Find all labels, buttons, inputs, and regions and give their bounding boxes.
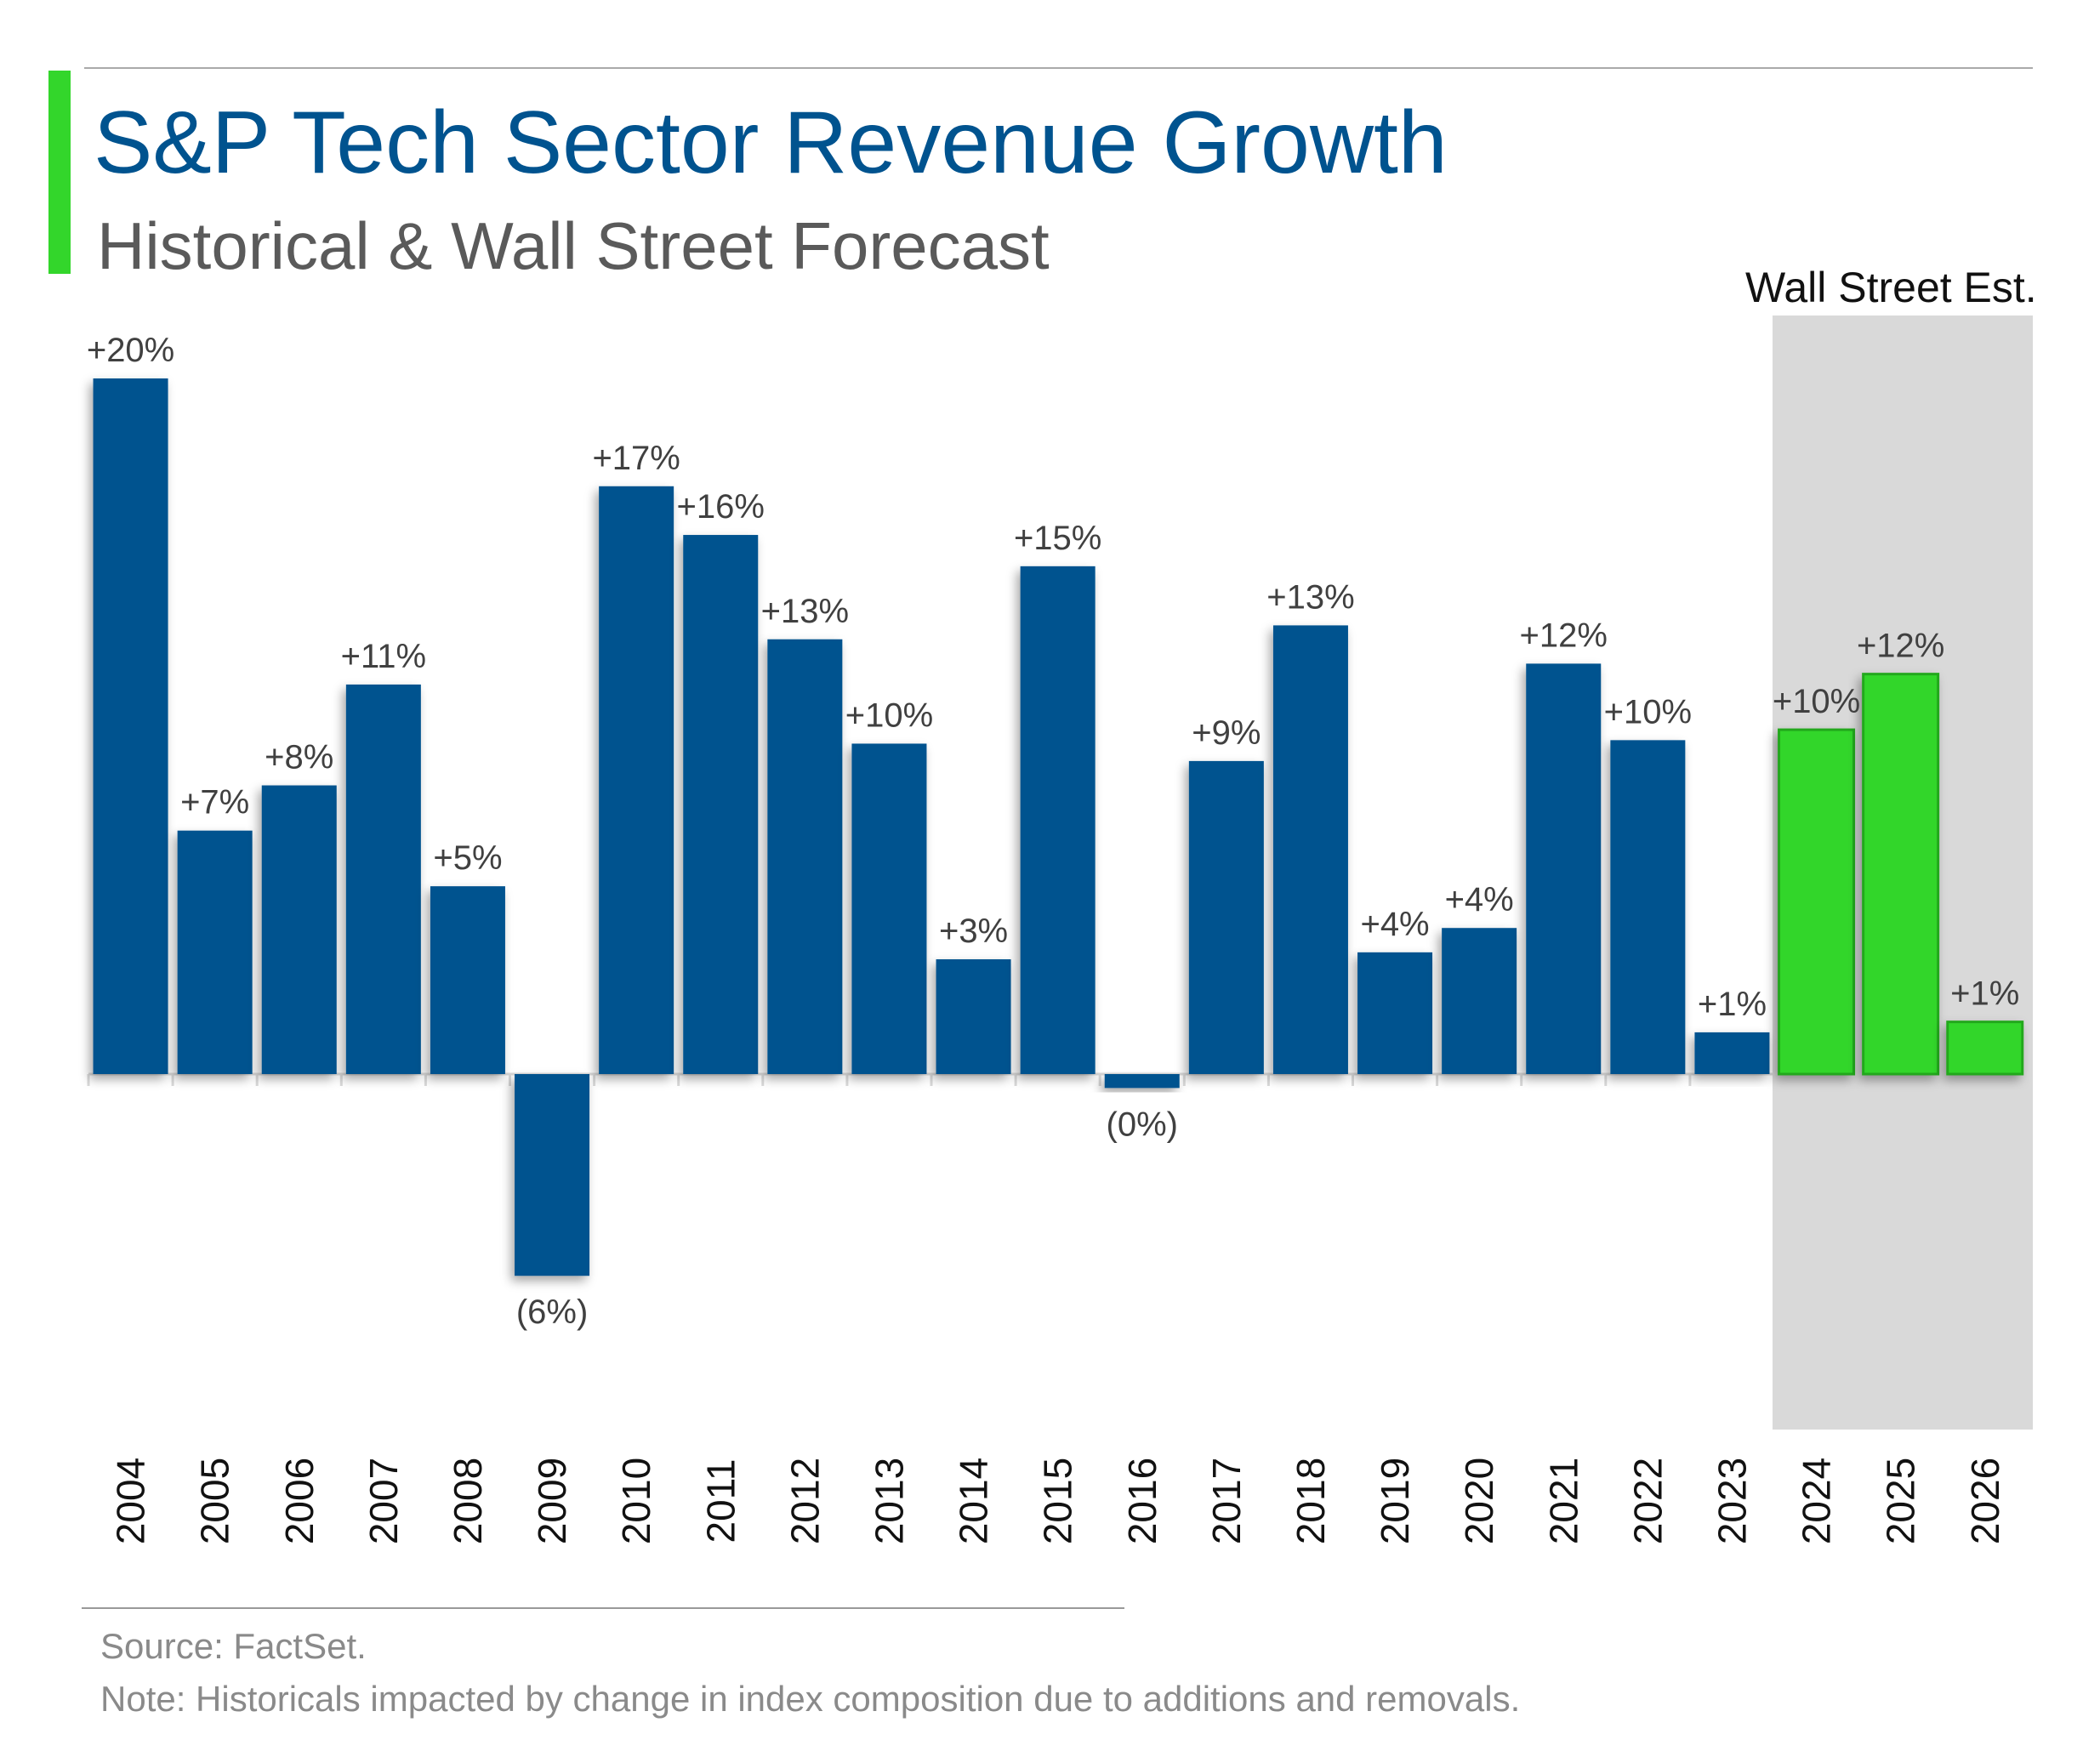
x-tick-label-2026: 2026 (1963, 1458, 2007, 1544)
bar-2017 (1188, 760, 1264, 1074)
bar-2004 (93, 378, 168, 1074)
data-label-2019: +4% (1360, 906, 1429, 943)
bar-2006 (261, 785, 337, 1074)
bar-2008 (430, 886, 505, 1074)
bar-2025 (1862, 673, 1940, 1076)
data-label-2015: +15% (1014, 520, 1101, 557)
bar-2007 (345, 684, 421, 1074)
data-label-2025: +12% (1857, 628, 1944, 665)
estimate-region-label: Wall Street Est. (1745, 264, 2037, 311)
x-tick-label-2023: 2023 (1710, 1458, 1754, 1544)
bar-2023 (1694, 1032, 1770, 1074)
chart-title: S&P Tech Sector Revenue Growth (94, 94, 1448, 192)
bar-2009 (515, 1074, 590, 1276)
bar-2018 (1272, 625, 1348, 1074)
x-tick-label-2009: 2009 (530, 1458, 574, 1544)
x-tick-label-2024: 2024 (1795, 1458, 1839, 1544)
x-tick-label-2015: 2015 (1036, 1458, 1080, 1544)
data-label-2022: +10% (1604, 693, 1692, 731)
bar-2015 (1020, 566, 1096, 1074)
bar-2005 (177, 830, 253, 1074)
bar-2020 (1442, 928, 1517, 1074)
data-label-2024: +10% (1773, 683, 1860, 720)
bar-2021 (1526, 663, 1602, 1074)
bar-2014 (936, 959, 1011, 1074)
footer-note: Note: Historicals impacted by change in … (100, 1679, 1520, 1719)
x-tick-label-2016: 2016 (1120, 1458, 1164, 1544)
x-tick-label-2025: 2025 (1879, 1458, 1923, 1544)
data-label-2021: +12% (1520, 617, 1608, 654)
accent-bar (48, 71, 71, 274)
data-label-2012: +13% (761, 593, 849, 630)
x-tick-label-2006: 2006 (277, 1458, 322, 1544)
x-tick-label-2018: 2018 (1289, 1458, 1333, 1544)
data-label-2006: +8% (265, 739, 333, 776)
x-tick-label-2021: 2021 (1541, 1458, 1585, 1544)
x-tick-label-2011: 2011 (698, 1459, 743, 1543)
bar-2019 (1357, 952, 1433, 1074)
bar-2012 (767, 639, 843, 1074)
data-label-2016: (0%) (1107, 1106, 1178, 1143)
data-label-2014: +3% (939, 912, 1008, 950)
x-tick-label-2017: 2017 (1204, 1458, 1249, 1544)
data-label-2007: +11% (341, 638, 426, 675)
data-label-2010: +17% (592, 440, 680, 477)
bar-2022 (1610, 740, 1686, 1074)
x-tick-label-2014: 2014 (952, 1458, 996, 1544)
bar-2016 (1104, 1074, 1180, 1089)
x-tick-label-2020: 2020 (1457, 1458, 1501, 1544)
data-label-2011: +16% (677, 488, 765, 526)
x-tick-label-2013: 2013 (867, 1458, 911, 1544)
data-label-2009: (6%) (516, 1293, 588, 1331)
x-tick-label-2010: 2010 (614, 1458, 658, 1544)
bar-2010 (599, 486, 674, 1074)
data-label-2020: +4% (1445, 881, 1514, 918)
x-tick-label-2022: 2022 (1625, 1458, 1670, 1544)
bar-2013 (851, 743, 927, 1074)
x-tick-label-2019: 2019 (1373, 1458, 1417, 1544)
footer-source: Source: FactSet. (100, 1626, 367, 1666)
x-tick-label-2008: 2008 (446, 1458, 490, 1544)
data-label-2004: +20% (87, 332, 174, 369)
x-tick-label-2004: 2004 (109, 1458, 153, 1544)
data-label-2013: +10% (845, 696, 933, 734)
data-label-2008: +5% (433, 839, 502, 877)
x-tick-label-2012: 2012 (783, 1458, 827, 1544)
data-label-2017: +9% (1192, 714, 1261, 752)
x-tick-label-2007: 2007 (361, 1458, 406, 1544)
bar-2026 (1946, 1020, 2024, 1076)
chart-subtitle: Historical & Wall Street Forecast (97, 208, 1050, 283)
data-label-2018: +13% (1266, 578, 1354, 616)
data-label-2023: +1% (1698, 986, 1767, 1023)
data-label-2005: +7% (180, 784, 249, 821)
bar-2024 (1778, 728, 1856, 1076)
data-label-2026: +1% (1950, 975, 2019, 1013)
x-tick-label-2005: 2005 (193, 1458, 237, 1544)
bar-2011 (683, 535, 759, 1074)
